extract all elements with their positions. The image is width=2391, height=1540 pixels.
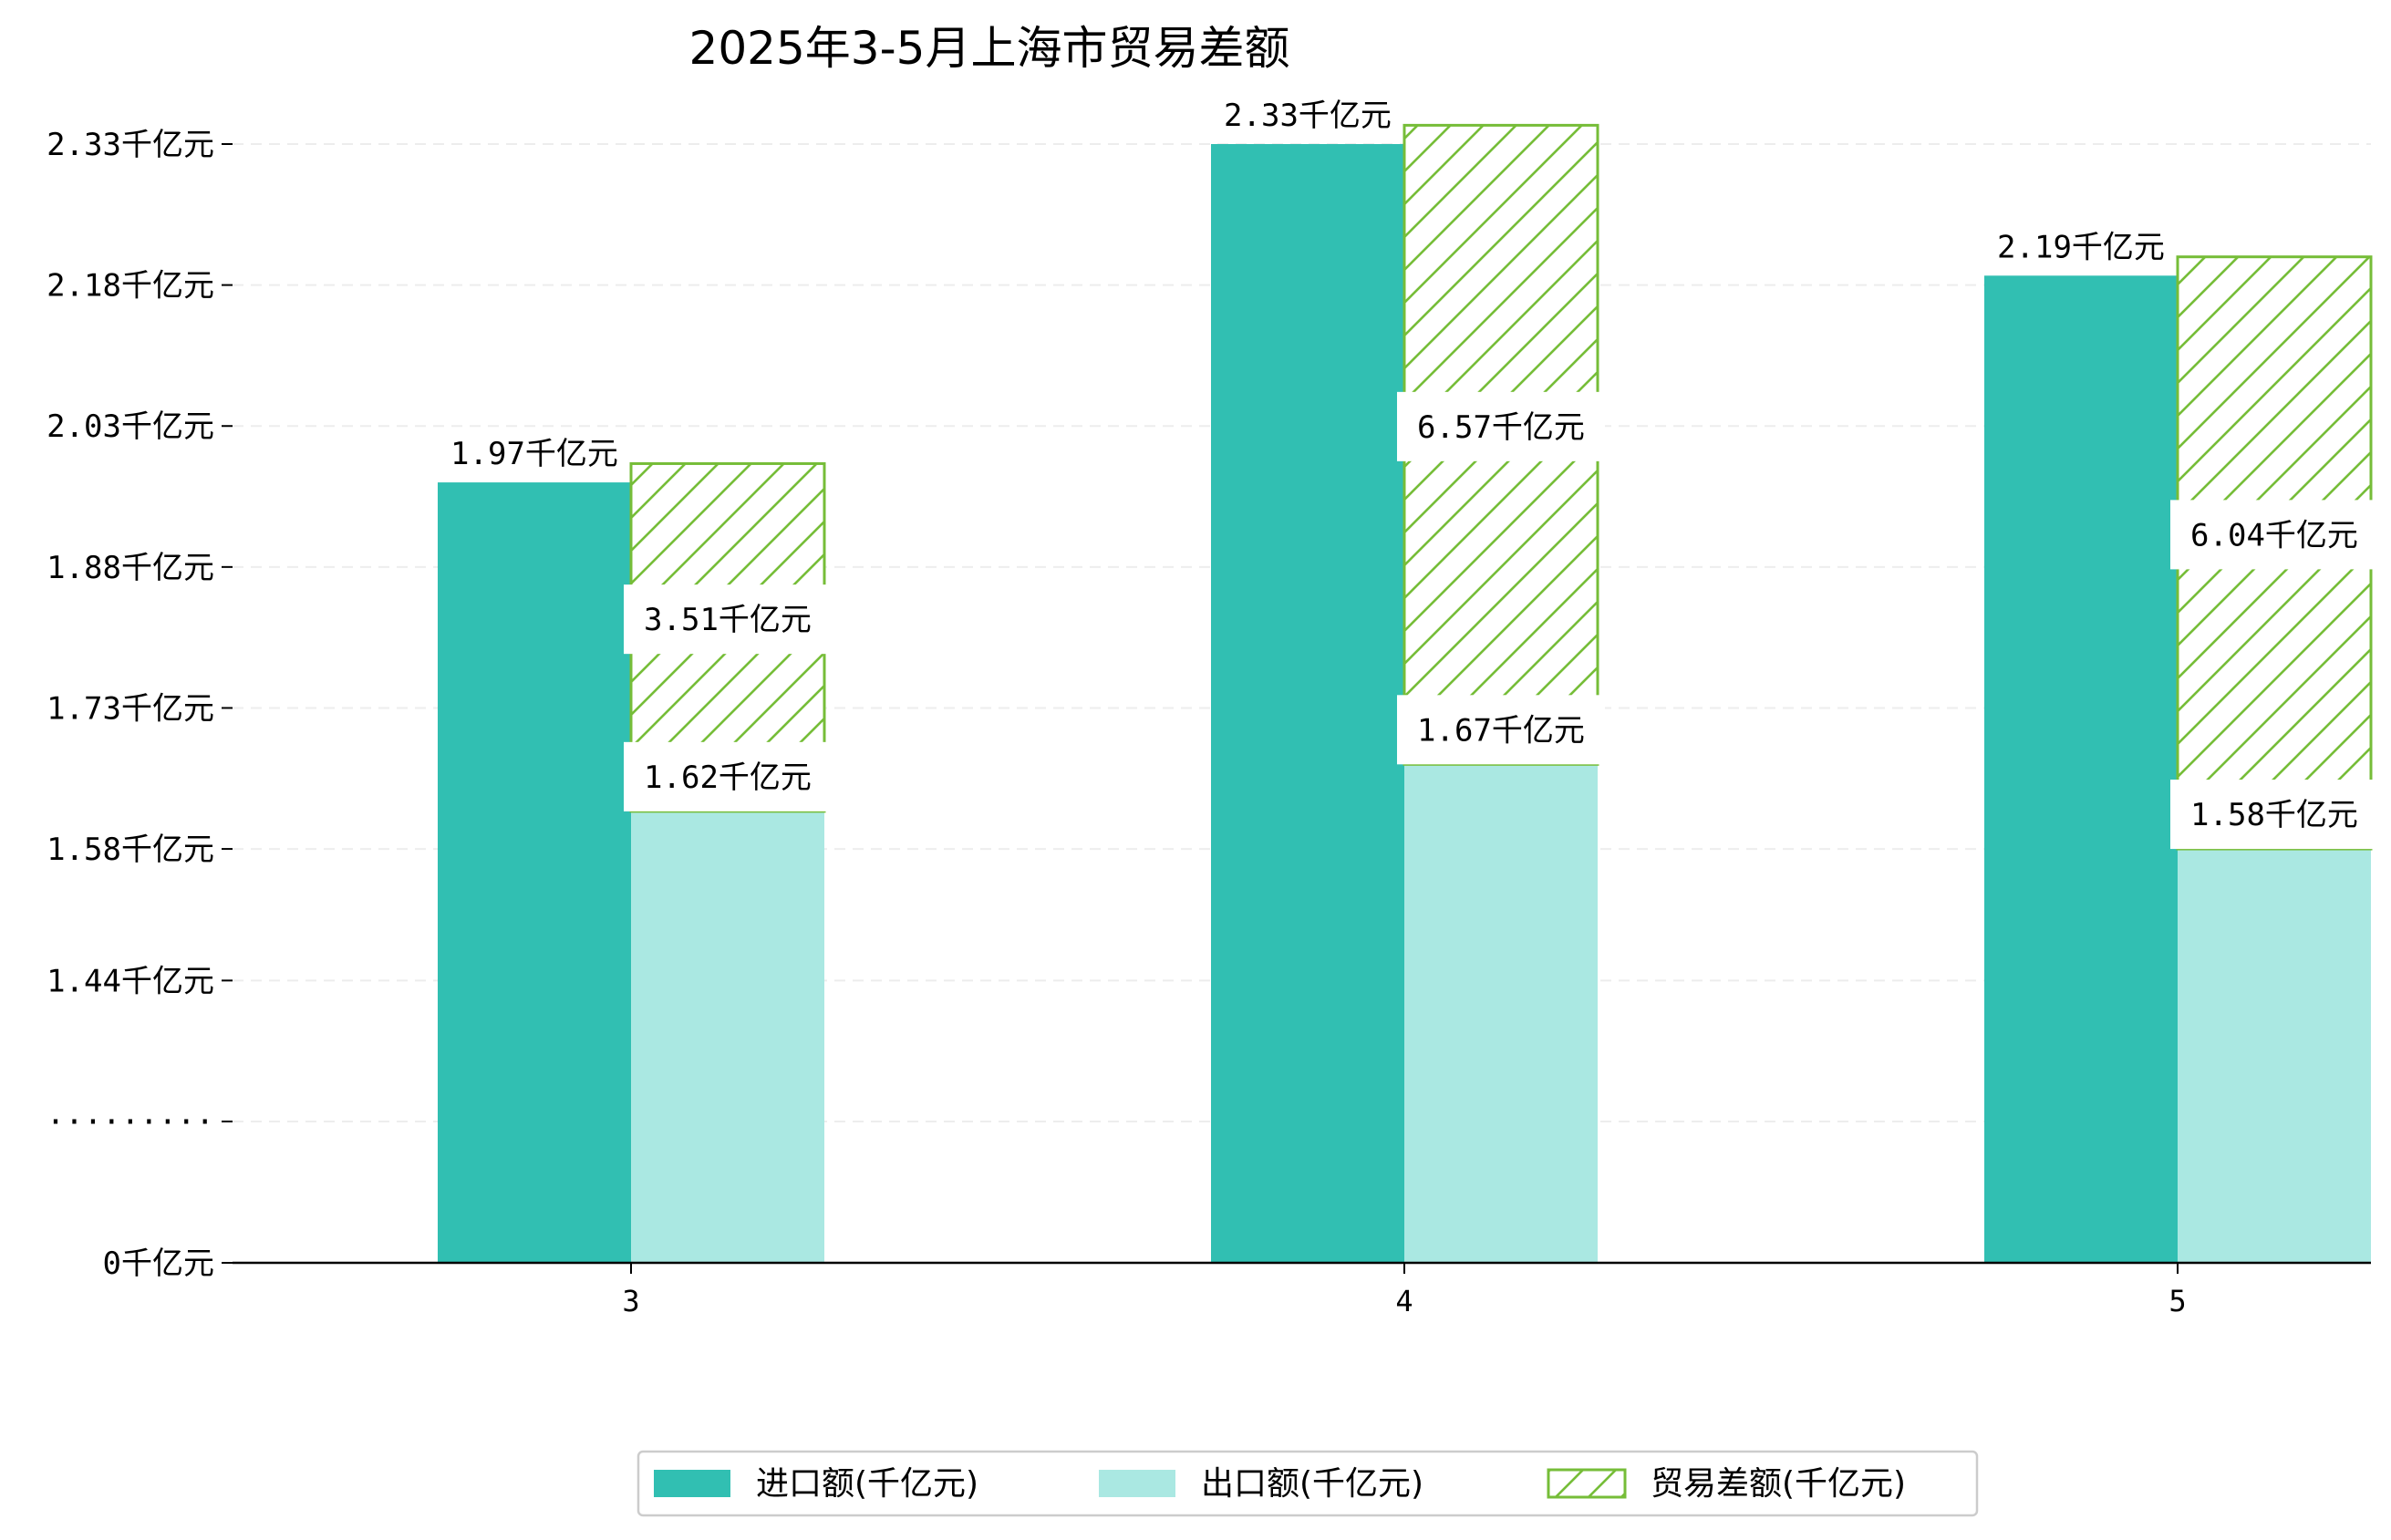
- bar-import: [438, 482, 631, 1263]
- legend-swatch-export: [1099, 1470, 1175, 1497]
- label-box: [2170, 500, 2378, 570]
- legend-label-import: 进口额(千亿元): [756, 1465, 978, 1503]
- bar-export: [1404, 764, 1598, 1263]
- data-label-import: 1.97千亿元: [450, 436, 618, 472]
- bars-group: [438, 123, 2373, 1264]
- x-tick-label: 3: [622, 1284, 639, 1318]
- label-box: [624, 584, 832, 655]
- legend-box: [637, 1450, 1979, 1517]
- data-labels-group: 1.97千亿元 1.62千亿元 3.51千亿元 2.33千亿元 1.67千亿元 6.57千…: [450, 98, 2378, 850]
- y-tick-label: 2.03千亿元: [47, 408, 214, 445]
- axes-group: 0千亿元 ········· 1.44千亿元 1.58千亿元 1.73千亿元 1.88千亿…: [47, 127, 2371, 1318]
- y-tick-label: 1.44千亿元: [47, 963, 214, 999]
- data-label-import: 2.19千亿元: [1997, 229, 2165, 265]
- legend: 进口额(千亿元) 出口额(千亿元) 贸易差额(千亿元): [637, 1450, 1979, 1517]
- label-box: [1397, 695, 1605, 765]
- y-tick-label: 2.33千亿元: [47, 127, 214, 163]
- bar-export: [631, 811, 824, 1263]
- data-label-balance: 6.04千亿元: [2190, 517, 2358, 553]
- label-box: [624, 741, 832, 811]
- legend-label-balance: 贸易差额(千亿元): [1651, 1465, 1906, 1503]
- data-label-export: 1.62千亿元: [644, 760, 812, 796]
- data-label-import: 2.33千亿元: [1224, 98, 1392, 134]
- data-label-export: 1.67千亿元: [1417, 712, 1585, 749]
- data-label-balance: 3.51千亿元: [644, 602, 812, 638]
- y-tick-label: 0千亿元: [103, 1245, 214, 1282]
- y-tick-label: ·········: [47, 1104, 214, 1141]
- bar-import: [1211, 144, 1404, 1263]
- chart-title: 2025年3-5月上海市贸易差额: [689, 22, 1290, 75]
- bar-export: [2178, 849, 2371, 1263]
- bar-import: [1984, 275, 2178, 1264]
- y-tick-label: 1.88千亿元: [47, 550, 214, 586]
- data-label-balance: 6.57千亿元: [1417, 409, 1585, 446]
- y-tick-label: 1.58千亿元: [47, 832, 214, 868]
- data-label-export: 1.58千亿元: [2190, 797, 2358, 833]
- x-tick-label: 4: [1395, 1284, 1413, 1318]
- y-tick-label: 1.73千亿元: [47, 690, 214, 727]
- label-box: [1397, 391, 1605, 461]
- legend-swatch-balance: [1547, 1468, 1627, 1499]
- label-box: [2170, 780, 2378, 850]
- legend-label-export: 出口额(千亿元): [1201, 1465, 1423, 1503]
- legend-swatch-import: [654, 1470, 730, 1497]
- y-tick-label: 2.18千亿元: [47, 268, 214, 305]
- x-tick-label: 5: [2168, 1284, 2186, 1318]
